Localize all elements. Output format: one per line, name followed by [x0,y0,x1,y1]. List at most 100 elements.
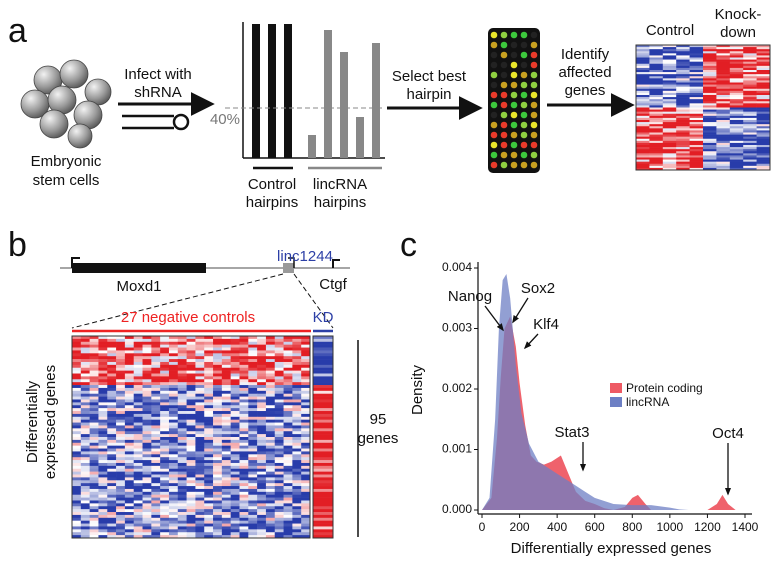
heatmap-cell [313,350,333,354]
heatmap-cell [221,468,231,472]
heatmap-cell [151,488,161,493]
heatmap-cell [124,434,135,438]
heatmap-cell [292,408,302,412]
heatmap-cell [274,338,284,343]
heatmap-cell [649,76,664,79]
heatmap-cell [107,451,117,455]
heatmap-cell [195,361,205,366]
heatmap-cell [274,448,284,452]
heatmap-cell [703,140,717,144]
heatmap-cell [151,474,161,478]
heatmap-cell [689,159,704,162]
heatmap-cell [689,136,704,140]
heatmap-cell [257,483,267,487]
heatmap-cell [195,341,205,345]
hairpin [122,113,190,131]
heatmap-cell [743,155,757,158]
heatmap-cell [756,111,771,115]
heatmap-cell [80,520,90,524]
heatmap-cell [729,140,744,144]
heatmap-cell [689,92,704,96]
heatmap-cell [265,413,276,418]
heatmap-cell [160,442,170,446]
heatmap-cell [248,411,258,415]
heatmap-cell [239,462,249,467]
heatmap-cell [195,535,205,539]
heatmap-cell [195,356,205,360]
heatmap-cell [230,338,240,343]
heatmap-cell [151,361,161,366]
heatmap-cell [248,526,258,530]
heatmap-cell [89,396,99,400]
heatmap-cell [662,70,677,73]
heatmap-cell [221,399,231,403]
heatmap-cell [133,468,143,472]
heatmap-cell [168,500,179,504]
heatmap-cell [265,416,276,420]
heatmap-cell [72,416,82,420]
heatmap-cell [177,491,187,496]
heatmap-cell [257,503,267,507]
heatmap-cell [636,167,650,171]
heatmap-cell [124,500,135,504]
heatmap-cell [213,344,223,348]
heatmap-cell [168,494,179,498]
heatmap-cell [213,488,223,493]
heatmap-cell [142,364,152,369]
heatmap-cell [168,419,179,423]
heatmap-cell [649,70,664,73]
heatmap-cell [142,503,152,507]
heatmap-cell [89,336,99,340]
heatmap-cell [636,65,650,69]
spot [520,101,528,109]
heatmap-cell [230,359,240,363]
heatmap-cell [195,425,205,429]
heatmap-cell [186,506,196,510]
heatmap-cell [177,413,187,418]
heatmap-cell [160,385,170,389]
heatmap-cell [124,408,135,412]
heatmap-cell [292,370,302,374]
heatmap-cell [177,512,187,516]
heatmap-cell [743,90,757,94]
heatmap-cell [283,361,293,366]
heatmap-cell [313,471,333,475]
heatmap-cell [186,465,196,470]
heatmap-cell [107,445,117,449]
heatmap-cell [133,529,143,533]
heatmap-cell [133,396,143,400]
heatmap-cell [204,399,214,403]
heatmap-cell [301,477,311,481]
heatmap-cell [177,506,187,510]
heatmap-cell [213,480,223,484]
heatmap-cell [221,353,231,357]
heatmap-cell [124,474,135,478]
heatmap-cell [274,437,284,441]
x-tick-label: 200 [510,520,530,534]
heatmap-cell [107,460,117,464]
heatmap-cell [186,523,196,527]
heatmap-cell [248,520,258,524]
heatmap-cell [89,359,99,363]
heatmap-cell [177,390,187,395]
heatmap-cell [248,480,258,484]
heatmap-cell [743,84,757,87]
heatmap-cell [756,61,771,65]
heatmap-cell [177,535,187,539]
heatmap-cell [265,512,276,516]
heatmap-cell [160,376,170,380]
heatmap-cell [133,431,143,435]
heatmap-cell [716,153,731,156]
heatmap-cell [89,462,99,467]
heatmap-cell [313,468,333,472]
heatmap-cell [676,80,690,83]
heatmap-cell [213,448,223,452]
heatmap-cell [292,460,302,464]
heatmap-cell [313,474,333,478]
heatmap-cell [124,457,135,461]
heatmap-cell [142,373,152,377]
heatmap-cell [689,167,704,171]
heatmap-cell [636,122,650,125]
heatmap-cell [107,486,117,490]
heatmap-cell [116,405,126,409]
